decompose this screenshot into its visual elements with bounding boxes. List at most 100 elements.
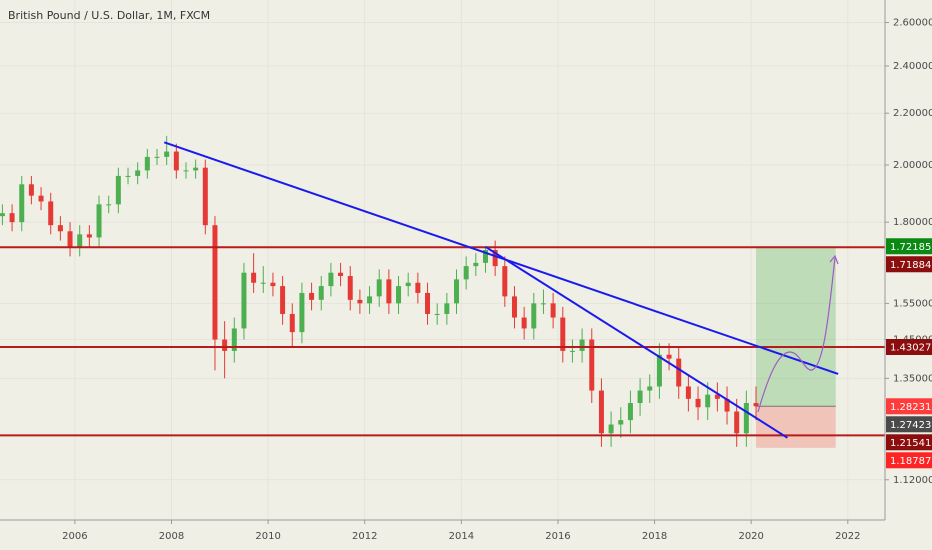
candle-body [38,195,44,202]
candle-body [193,167,199,171]
candle-body [0,213,5,217]
candle-body [222,339,228,351]
price-label-box [886,398,932,415]
candle-body [328,272,334,287]
candle-body [376,279,382,297]
candle-body [454,279,460,304]
candle-body [106,204,112,206]
candle-body [589,339,595,391]
candle-body [666,354,672,359]
candle-body [714,394,720,399]
price-label-box [886,452,932,469]
candle-body [86,234,92,238]
candle-body [386,279,392,304]
x-tick-label: 2018 [642,531,667,542]
candle-body [511,296,517,318]
x-tick-label: 2020 [738,531,763,542]
grid [0,0,885,520]
x-tick-label: 2016 [545,531,570,542]
price-label: 1.21541 [890,438,931,449]
x-tick-label: 2010 [255,531,280,542]
price-label: 1.18787 [890,456,931,467]
candle-body [309,292,315,300]
candle-body [212,225,218,340]
candle-body [19,184,25,223]
trend-line [484,245,788,439]
candle-body [569,350,575,352]
price-label: 1.72185 [890,242,931,253]
candle-body [705,394,711,408]
candle-body [357,299,363,304]
candle-body [579,339,585,351]
candle-body [125,175,131,177]
stop-zone [756,406,836,448]
candle-body [492,250,498,267]
price-label: 1.28231 [890,402,931,413]
candle-body [656,354,662,387]
candle-body [173,151,179,171]
x-tick-label: 2006 [62,531,87,542]
trend-line [163,141,839,375]
candle-body [67,231,73,247]
x-tick-label: 2008 [159,531,184,542]
candle-body [318,286,324,300]
candle-body [115,175,121,205]
candle-body [685,386,691,399]
candle-body [135,170,141,176]
chart-title: British Pound / U.S. Dollar, 1M, FXCM [8,9,210,22]
marks [0,135,885,447]
candle-body [540,303,546,305]
y-tick-label: 1.35000 [893,373,932,384]
y-tick-label: 2.20000 [893,108,932,119]
candle-body [618,420,624,425]
price-label: 1.27423 [890,420,931,431]
y-tick-label: 1.12000 [893,475,932,486]
candle-body [444,303,450,314]
candle-body [299,292,305,333]
y-tick-label: 1.80000 [893,217,932,228]
candle-body [48,201,54,226]
candle-body [608,424,614,434]
candle-body [695,398,701,408]
price-label: 1.43027 [890,342,931,353]
y-tick-label: 2.60000 [893,17,932,28]
x-tick-label: 2014 [449,531,474,542]
price-label-box [886,416,932,433]
projection-curve [757,257,836,413]
candle-body [164,151,170,157]
candle-body [347,276,353,300]
candle-body [550,303,556,318]
candle-body [753,403,759,407]
x-tick-label: 2012 [352,531,377,542]
candle-body [531,303,537,329]
candle-body [183,170,189,172]
candle-body [241,272,247,329]
candle-body [647,386,653,391]
price-label-box [886,256,932,273]
candle-body [405,282,411,287]
candle-body [734,411,740,434]
candle-body [434,313,440,315]
candle-body [57,225,63,232]
candle-body [251,272,257,283]
candle-body [260,282,266,284]
price-label-box [886,338,932,355]
candle-body [502,266,508,297]
candle-body [289,313,295,333]
candle-body [280,286,286,314]
price-label-box [886,434,932,451]
candle-body [96,204,102,238]
candle-body [367,296,373,304]
candle-body [154,156,160,158]
candle-body [627,403,633,421]
candle-body [743,403,749,434]
candle-body [521,317,527,329]
candle-body [676,358,682,387]
price-label-box [886,238,932,255]
candle-body [473,262,479,267]
projection-arrow [829,254,839,265]
y-tick-label: 2.40000 [893,61,932,72]
candle-body [144,156,150,171]
candle-body [270,282,276,287]
